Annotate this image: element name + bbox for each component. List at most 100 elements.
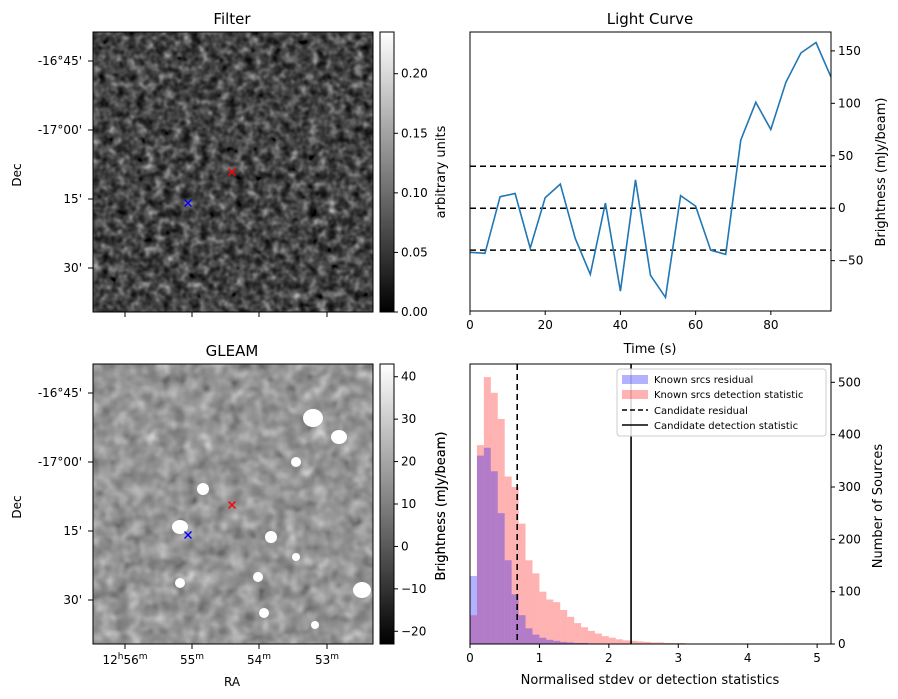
histogram-bar <box>539 591 547 644</box>
lightcurve-ylabel: Brightness (mJy/beam) <box>874 98 889 247</box>
histogram-bar <box>581 642 589 644</box>
histogram-legend: Known srcs residual Known srcs detection… <box>616 368 827 437</box>
colorbar-tick-label: 0.10 <box>401 186 428 200</box>
histogram-y-tick-label: 500 <box>838 375 861 389</box>
legend-box <box>616 368 827 437</box>
lightcurve-x-tick-label: 60 <box>688 318 703 332</box>
colorbar-tick-label: −20 <box>401 624 426 638</box>
histogram-x-ticks: 0 1 2 3 4 5 <box>466 644 821 665</box>
gleam-xlabel: RA <box>224 675 241 689</box>
gleam-ra-tick-label: 12h56m <box>102 652 147 667</box>
filter-image-texture <box>93 32 373 312</box>
lightcurve-title: Light Curve <box>607 10 693 28</box>
lightcurve-y-tick-label: 50 <box>838 149 853 163</box>
gleam-ylabel: Dec <box>10 495 24 518</box>
histogram-xlabel: Normalised stdev or detection statistics <box>521 673 780 688</box>
gleam-frame <box>92 363 374 645</box>
histogram-x-tick-label: 0 <box>466 651 474 665</box>
legend-swatch-residual <box>622 375 648 384</box>
legend-label: Known srcs residual <box>654 375 753 386</box>
lightcurve-y-tick-label: −50 <box>838 254 863 268</box>
histogram-x-tick-label: 5 <box>813 651 821 665</box>
colorbar-tick-label: 0.05 <box>401 245 428 259</box>
histogram-bar <box>532 573 540 644</box>
histogram-bar <box>594 633 602 644</box>
filter-dec-tick-label: 30' <box>63 261 82 275</box>
colorbar-tick-label: 0.00 <box>401 305 428 319</box>
histogram-bar <box>574 642 582 644</box>
histogram-y-ticks: 0 100 200 300 400 500 <box>831 375 861 651</box>
legend-label: Known srcs detection statistic <box>654 390 803 401</box>
gleam-source <box>172 520 188 534</box>
lightcurve-series-line <box>470 41 831 300</box>
colorbar-tick-label: 40 <box>401 370 416 384</box>
colorbar-tick-label: 30 <box>401 412 416 426</box>
filter-reference-marker <box>184 199 192 207</box>
histogram-x-tick-label: 3 <box>674 651 682 665</box>
histogram-bar <box>629 640 637 644</box>
gleam-source <box>303 409 323 427</box>
filter-dec-tick-label: -16°45' <box>38 54 82 68</box>
histogram-bar <box>636 641 644 644</box>
histogram-bar <box>553 602 561 644</box>
gleam-ra-tick-label: 54m <box>247 652 271 667</box>
histogram-bar <box>664 642 672 644</box>
gleam-candidate-marker <box>228 501 236 509</box>
gleam-panel: GLEAM -16°45' -17°00' 15' 30' Dec <box>10 342 449 689</box>
histogram-y-tick-label: 100 <box>838 585 861 599</box>
lightcurve-plot-area <box>470 41 831 300</box>
gleam-source <box>197 483 209 495</box>
colorbar-tick-label: −10 <box>401 582 426 596</box>
histogram-x-tick-label: 2 <box>605 651 613 665</box>
colorbar-tick-label: 20 <box>401 455 416 469</box>
histogram-bar <box>643 641 651 644</box>
gleam-colorbar-ticks: −20 −10 0 10 20 30 40 <box>394 370 426 638</box>
histogram-bar <box>615 639 623 644</box>
histogram-bar <box>601 636 609 644</box>
filter-colorbar-label: arbitrary units <box>434 125 449 218</box>
legend-label: Candidate residual <box>654 406 748 417</box>
histogram-bar <box>497 418 505 644</box>
gleam-source <box>265 531 277 543</box>
histogram-bar <box>511 594 519 644</box>
histogram-bar <box>490 392 498 644</box>
gleam-dec-tick-label: -16°45' <box>38 386 82 400</box>
histogram-bar <box>525 628 533 644</box>
gleam-bright-sources <box>172 409 371 629</box>
histogram-bar <box>470 615 477 644</box>
filter-title: Filter <box>213 10 251 28</box>
histogram-bar <box>657 642 665 644</box>
histogram-bar <box>504 560 512 644</box>
colorbar-tick-label: 0.20 <box>401 67 428 81</box>
histogram-bar <box>560 609 568 644</box>
gleam-ra-tick-label: 55m <box>180 652 204 667</box>
colorbar-tick-label: 0.15 <box>401 126 428 140</box>
histogram-bar <box>532 634 540 644</box>
histogram-bar <box>671 642 679 644</box>
histogram-y-tick-label: 300 <box>838 480 861 494</box>
histogram-bar <box>525 560 533 644</box>
histogram-bar <box>483 447 491 644</box>
histogram-bar <box>504 476 512 644</box>
histogram-y-tick-label: 0 <box>838 637 846 651</box>
lightcurve-panel: Light Curve 0 20 40 60 80 −50 0 50 100 150 Time … <box>466 10 889 357</box>
gleam-source <box>292 553 300 561</box>
histogram-y-tick-label: 200 <box>838 532 861 546</box>
histogram-panel: 0 1 2 3 4 5 0 100 200 300 400 500 Normalised stdev… <box>434 363 886 688</box>
gleam-source <box>353 582 371 598</box>
filter-colorbar-ticks: 0.00 0.05 0.10 0.15 0.20 <box>394 67 428 319</box>
histogram-bar <box>476 455 484 644</box>
histogram-bar <box>546 599 554 644</box>
gleam-source <box>291 457 301 467</box>
gleam-ra-ticks <box>124 644 328 649</box>
lightcurve-y-tick-label: 100 <box>838 96 861 110</box>
histogram-bar <box>678 642 686 644</box>
colorbar-tick-label: 10 <box>401 497 416 511</box>
histogram-bar <box>567 642 575 644</box>
histogram-bar <box>560 641 568 644</box>
gleam-reference-marker <box>184 531 192 539</box>
histogram-left-ylabel: Brightness (mJy/beam) <box>434 432 449 581</box>
histogram-bar <box>518 523 526 644</box>
lightcurve-y-tick-label: 0 <box>838 201 846 215</box>
histogram-bar <box>511 486 519 644</box>
